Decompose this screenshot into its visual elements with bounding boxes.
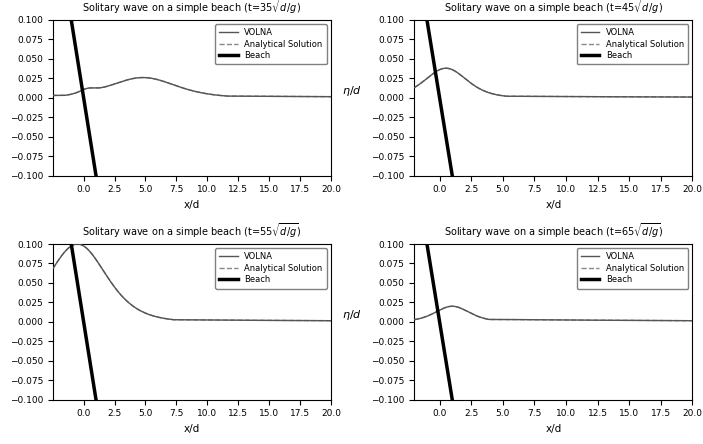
VOLNA <box>251 317 259 323</box>
VOLNA <box>73 242 82 247</box>
VOLNA <box>327 94 335 99</box>
Analytical Solution <box>527 94 536 99</box>
VOLNA <box>612 317 621 323</box>
VOLNA <box>666 318 674 323</box>
Analytical Solution <box>688 95 697 100</box>
Analytical Solution <box>181 86 189 91</box>
X-axis label: x/d: x/d <box>546 200 562 210</box>
Analytical Solution <box>612 317 621 323</box>
VOLNA <box>542 317 550 322</box>
X-axis label: x/d: x/d <box>183 424 200 434</box>
VOLNA <box>688 318 697 323</box>
Title: Solitary wave on a simple beach (t=45$\sqrt{d/g}$): Solitary wave on a simple beach (t=45$\s… <box>444 0 663 16</box>
Legend: VOLNA, Analytical Solution, Beach: VOLNA, Analytical Solution, Beach <box>576 248 688 289</box>
Analytical Solution <box>680 318 688 323</box>
Analytical Solution <box>251 94 259 99</box>
Y-axis label: $\eta/d$: $\eta/d$ <box>342 84 362 98</box>
Analytical Solution <box>73 242 82 247</box>
Line: VOLNA: VOLNA <box>414 68 692 97</box>
VOLNA <box>410 85 418 90</box>
VOLNA <box>680 94 688 99</box>
VOLNA <box>441 66 450 71</box>
Analytical Solution <box>318 94 327 99</box>
Analytical Solution <box>251 317 259 323</box>
Analytical Solution <box>527 317 536 322</box>
Analytical Solution <box>612 94 621 99</box>
VOLNA <box>688 95 697 100</box>
VOLNA <box>165 81 174 86</box>
Analytical Solution <box>167 317 176 322</box>
Analytical Solution <box>304 94 313 99</box>
Analytical Solution <box>327 94 335 99</box>
Analytical Solution <box>680 94 688 99</box>
VOLNA <box>167 317 176 322</box>
Analytical Solution <box>542 94 550 99</box>
VOLNA <box>318 318 327 323</box>
VOLNA <box>318 94 327 99</box>
VOLNA <box>327 318 335 323</box>
X-axis label: x/d: x/d <box>546 424 562 434</box>
VOLNA <box>666 94 674 99</box>
VOLNA <box>251 94 259 99</box>
VOLNA <box>304 94 313 99</box>
Line: Analytical Solution: Analytical Solution <box>414 68 692 97</box>
Title: Solitary wave on a simple beach (t=35$\sqrt{d/g}$): Solitary wave on a simple beach (t=35$\s… <box>82 0 302 16</box>
Analytical Solution <box>49 266 57 272</box>
VOLNA <box>410 317 418 322</box>
Line: VOLNA: VOLNA <box>53 78 331 97</box>
Analytical Solution <box>327 318 335 323</box>
VOLNA <box>527 94 536 99</box>
Analytical Solution <box>688 318 697 323</box>
VOLNA <box>49 93 57 98</box>
VOLNA <box>167 82 176 87</box>
Analytical Solution <box>529 317 538 322</box>
VOLNA <box>680 318 688 323</box>
Analytical Solution <box>666 94 674 99</box>
Analytical Solution <box>441 66 450 71</box>
Line: VOLNA: VOLNA <box>53 244 331 321</box>
Analytical Solution <box>410 85 418 90</box>
Line: VOLNA: VOLNA <box>414 306 692 321</box>
VOLNA <box>542 94 550 99</box>
Analytical Solution <box>304 318 313 323</box>
Line: Analytical Solution: Analytical Solution <box>414 306 692 321</box>
VOLNA <box>49 266 57 272</box>
Analytical Solution <box>165 81 174 86</box>
Analytical Solution <box>49 93 57 98</box>
Analytical Solution <box>448 304 456 309</box>
Y-axis label: $\eta/d$: $\eta/d$ <box>342 308 362 322</box>
Analytical Solution <box>529 94 538 99</box>
VOLNA <box>165 317 174 322</box>
VOLNA <box>181 317 189 322</box>
Analytical Solution <box>165 317 174 322</box>
Analytical Solution <box>318 318 327 323</box>
Legend: VOLNA, Analytical Solution, Beach: VOLNA, Analytical Solution, Beach <box>576 24 688 64</box>
Analytical Solution <box>138 75 147 80</box>
VOLNA <box>304 318 313 323</box>
Analytical Solution <box>410 317 418 322</box>
VOLNA <box>138 75 147 80</box>
Analytical Solution <box>167 82 176 87</box>
Analytical Solution <box>666 318 674 323</box>
VOLNA <box>527 317 536 322</box>
Legend: VOLNA, Analytical Solution, Beach: VOLNA, Analytical Solution, Beach <box>215 24 327 64</box>
VOLNA <box>448 304 456 309</box>
Legend: VOLNA, Analytical Solution, Beach: VOLNA, Analytical Solution, Beach <box>215 248 327 289</box>
VOLNA <box>612 94 621 99</box>
X-axis label: x/d: x/d <box>183 200 200 210</box>
Title: Solitary wave on a simple beach (t=55$\sqrt{d/g}$): Solitary wave on a simple beach (t=55$\s… <box>82 221 302 240</box>
VOLNA <box>181 86 189 91</box>
Line: Analytical Solution: Analytical Solution <box>53 244 331 321</box>
Line: Analytical Solution: Analytical Solution <box>53 78 331 97</box>
Analytical Solution <box>181 317 189 322</box>
VOLNA <box>529 94 538 99</box>
VOLNA <box>529 317 538 322</box>
Analytical Solution <box>542 317 550 322</box>
Title: Solitary wave on a simple beach (t=65$\sqrt{d/g}$): Solitary wave on a simple beach (t=65$\s… <box>444 221 663 240</box>
